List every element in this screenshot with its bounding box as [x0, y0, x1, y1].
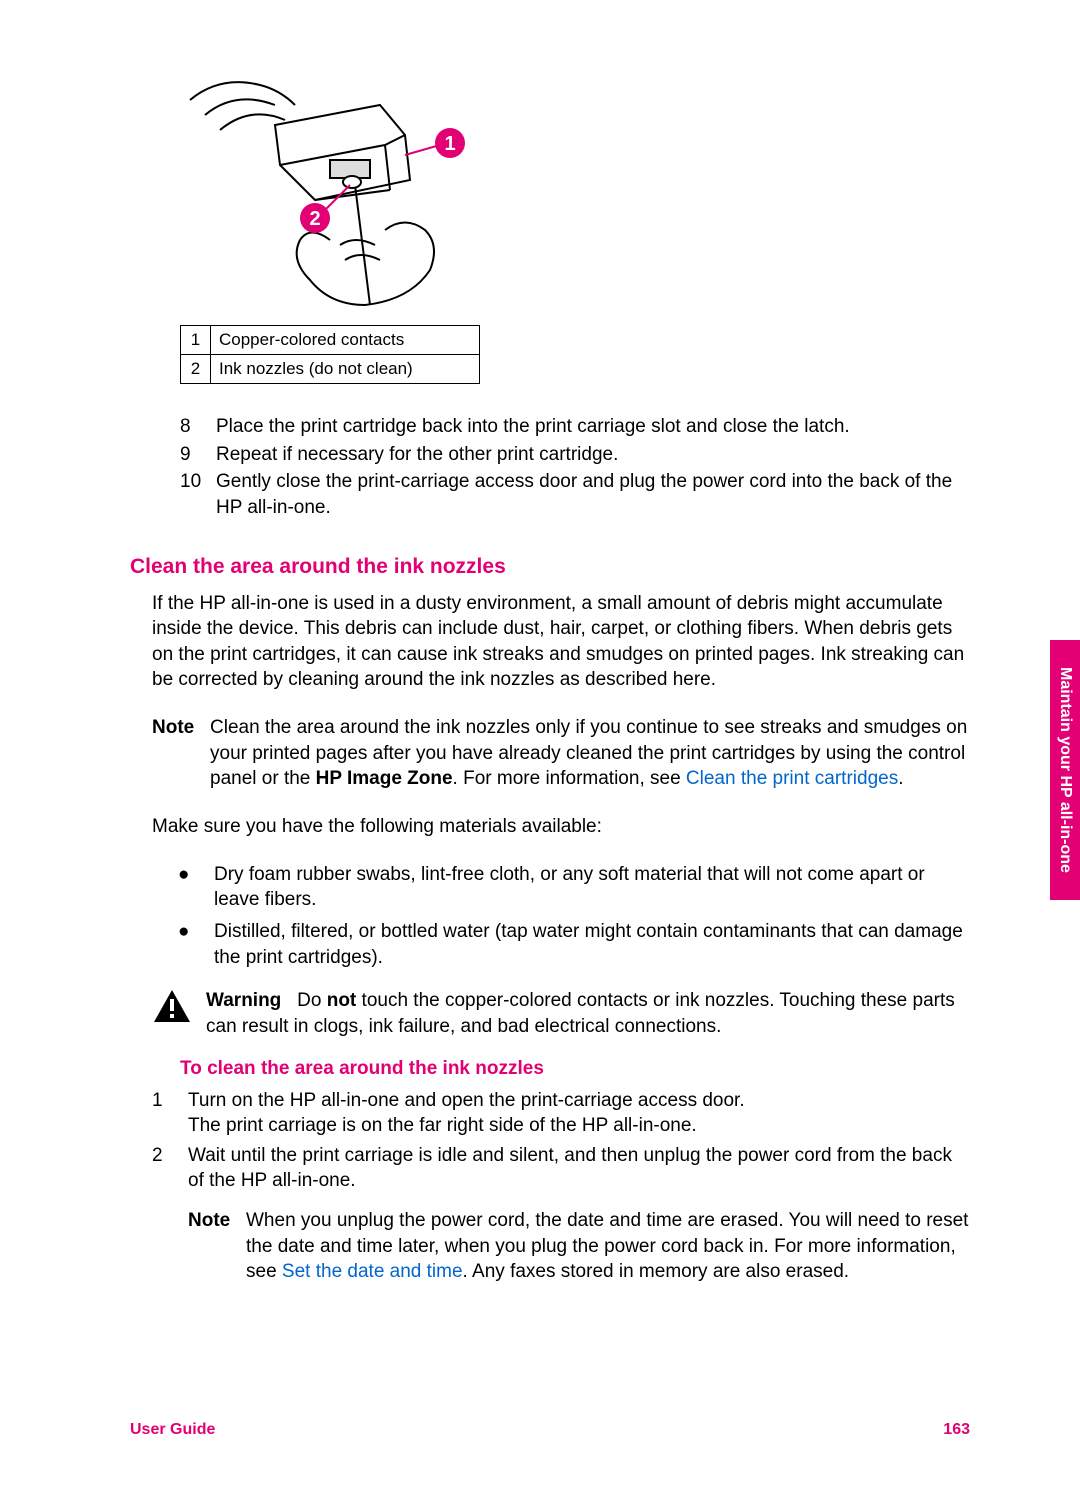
footer-page-number: 163	[943, 1421, 970, 1439]
materials-bullet-list: ● Dry foam rubber swabs, lint-free cloth…	[178, 862, 970, 971]
note-label: Note	[152, 715, 210, 792]
bullet-text: Distilled, filtered, or bottled water (t…	[214, 919, 970, 970]
chapter-side-tab: Maintain your HP all-in-one	[1050, 640, 1080, 900]
inner-note-block: Note When you unplug the power cord, the…	[188, 1208, 970, 1285]
section-intro: If the HP all-in-one is used in a dusty …	[152, 591, 970, 694]
step-text: Gently close the print-carriage access d…	[216, 469, 970, 520]
note-body: Clean the area around the ink nozzles on…	[210, 715, 970, 792]
warning-triangle-icon	[152, 988, 192, 1024]
step-number: 8	[180, 414, 216, 440]
legend-row-num: 1	[181, 326, 211, 355]
step-number: 1	[152, 1088, 188, 1139]
warning-body: Warning Do not touch the copper-colored …	[206, 988, 970, 1039]
link-set-date-time[interactable]: Set the date and time	[282, 1261, 463, 1282]
note-label: Note	[188, 1208, 246, 1285]
legend-row-label: Ink nozzles (do not clean)	[211, 355, 480, 384]
legend-row-num: 2	[181, 355, 211, 384]
procedure-steps-list: 1 Turn on the HP all-in-one and open the…	[152, 1088, 970, 1285]
step-text: Wait until the print carriage is idle an…	[188, 1143, 970, 1285]
sub-section-heading: To clean the area around the ink nozzles	[180, 1058, 970, 1080]
note-body: When you unplug the power cord, the date…	[246, 1208, 970, 1285]
bullet-marker: ●	[178, 919, 214, 970]
link-clean-cartridges[interactable]: Clean the print cartridges	[686, 768, 898, 789]
step-text: Repeat if necessary for the other print …	[216, 442, 970, 468]
bullet-text: Dry foam rubber swabs, lint-free cloth, …	[214, 862, 970, 913]
step-number: 9	[180, 442, 216, 468]
legend-row-label: Copper-colored contacts	[211, 326, 480, 355]
step-number: 10	[180, 469, 216, 520]
warning-block: Warning Do not touch the copper-colored …	[152, 988, 970, 1039]
callout-2-label: 2	[309, 208, 320, 230]
illustration-legend-table: 1 Copper-colored contacts 2 Ink nozzles …	[180, 325, 480, 384]
cartridge-illustration: 1 2 1 Copper-colored contacts 2 Ink nozz…	[180, 70, 970, 384]
warning-label: Warning	[206, 990, 281, 1011]
cartridge-svg: 1 2	[180, 70, 480, 320]
continued-steps-list: 8 Place the print cartridge back into th…	[180, 414, 970, 521]
section-heading: Clean the area around the ink nozzles	[130, 555, 970, 579]
materials-intro: Make sure you have the following materia…	[152, 814, 970, 840]
step-number: 2	[152, 1143, 188, 1285]
step-text: Place the print cartridge back into the …	[216, 414, 970, 440]
bullet-marker: ●	[178, 862, 214, 913]
footer-left: User Guide	[130, 1421, 215, 1439]
step-text: Turn on the HP all-in-one and open the p…	[188, 1088, 970, 1139]
callout-1-label: 1	[444, 133, 455, 155]
page-footer: User Guide 163	[130, 1421, 970, 1439]
note-block: Note Clean the area around the ink nozzl…	[152, 715, 970, 792]
